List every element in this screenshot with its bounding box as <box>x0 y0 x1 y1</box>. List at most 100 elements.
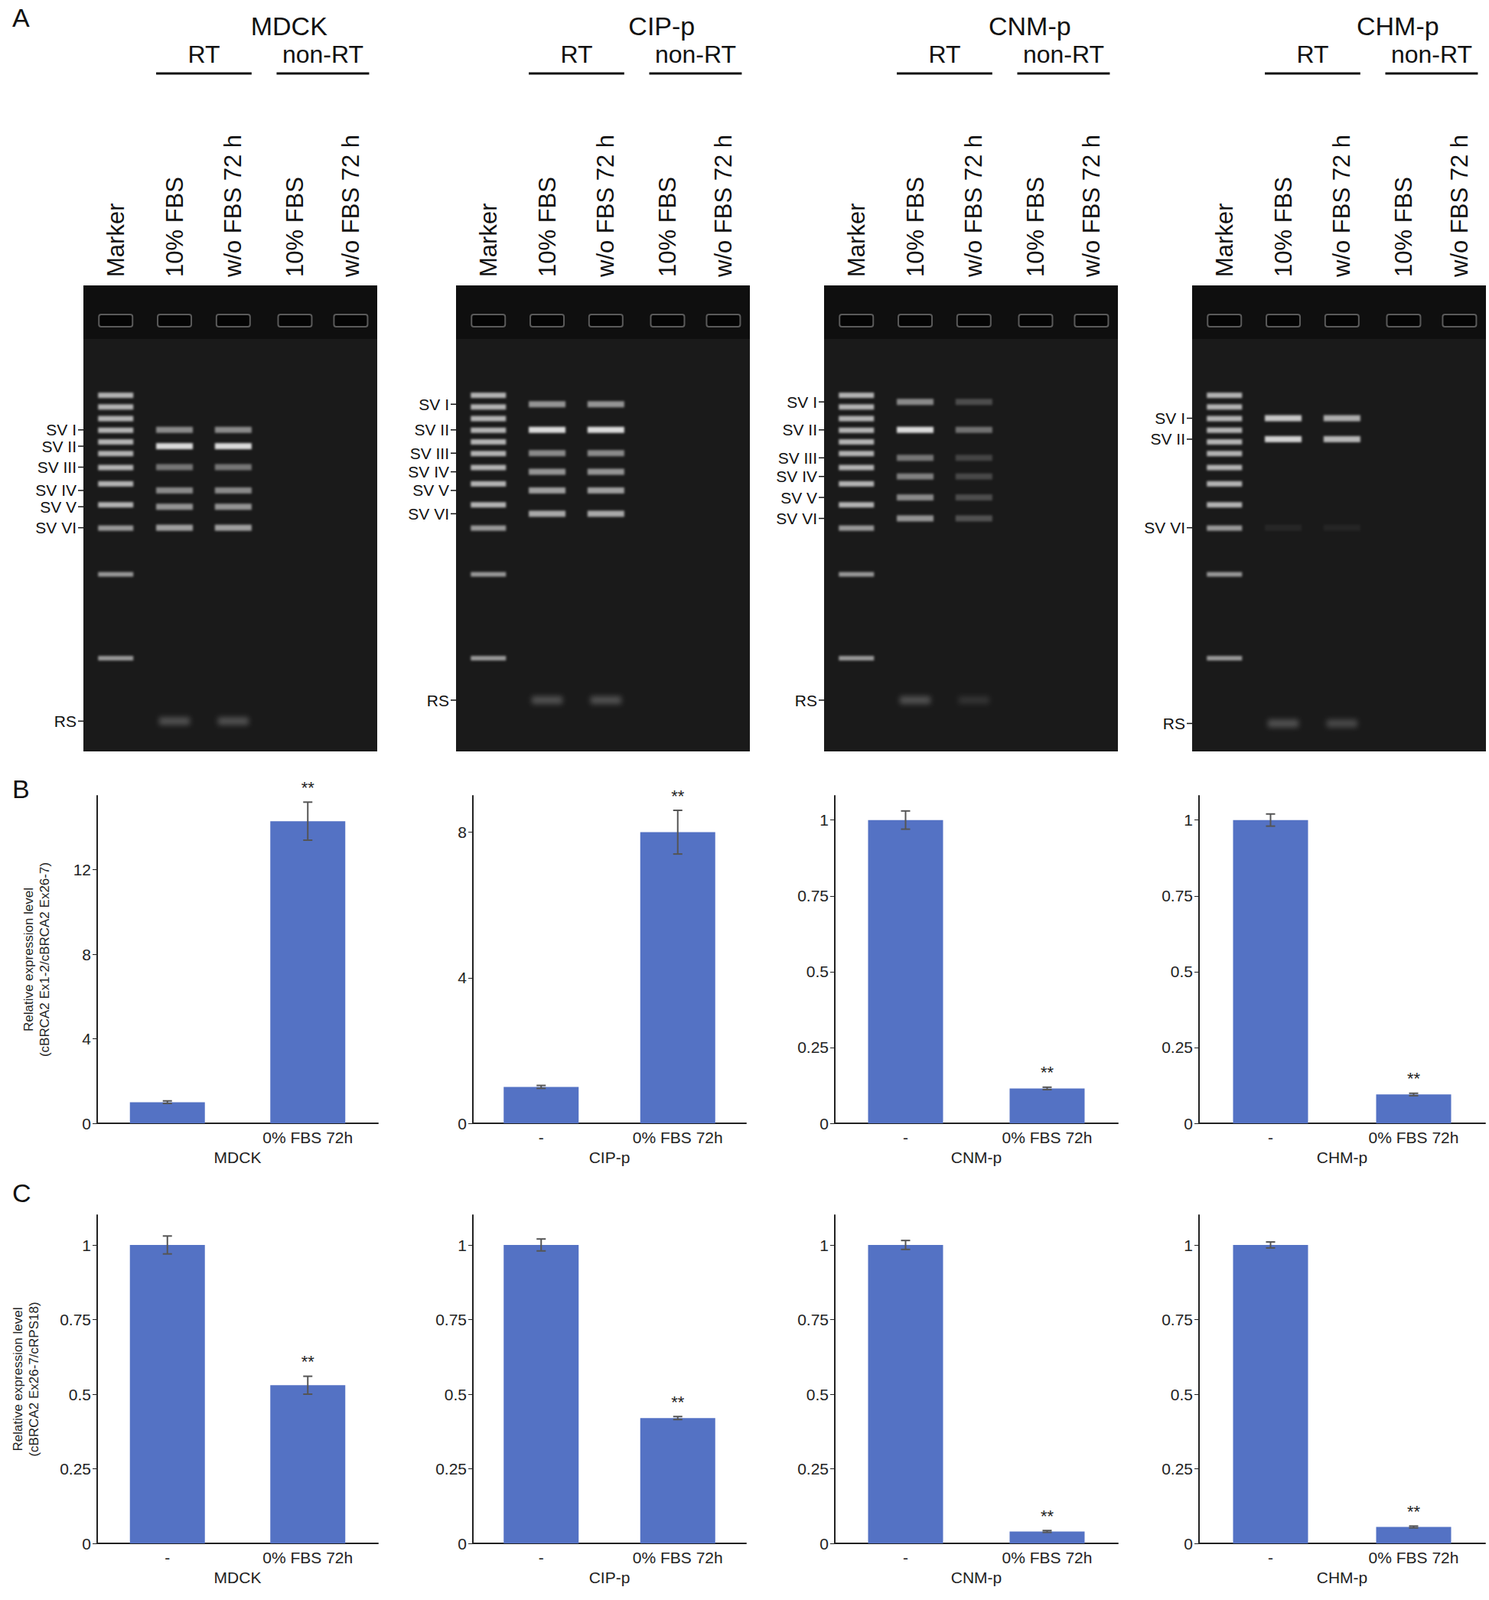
svg-text:0% FBS 72h: 0% FBS 72h <box>632 1548 724 1567</box>
svg-text:0: 0 <box>81 1114 92 1133</box>
svg-text:SV III: SV III <box>410 444 450 463</box>
svg-text:10% FBS: 10% FBS <box>654 176 681 277</box>
svg-text:0.75: 0.75 <box>435 1310 467 1329</box>
svg-text:(cBRCA2 Ex1-2/cBRCA2 Ex26-7): (cBRCA2 Ex1-2/cBRCA2 Ex26-7) <box>37 862 53 1057</box>
svg-text:-: - <box>1267 1128 1274 1147</box>
svg-text:0% FBS 72h: 0% FBS 72h <box>1002 1128 1093 1147</box>
svg-text:-: - <box>164 1548 170 1567</box>
svg-text:SV IV: SV IV <box>35 481 77 499</box>
svg-text:**: ** <box>301 1352 316 1372</box>
svg-text:SV V: SV V <box>412 481 450 499</box>
svg-text:10% FBS: 10% FBS <box>534 176 561 277</box>
svg-text:0.25: 0.25 <box>435 1459 467 1478</box>
svg-text:0: 0 <box>1183 1114 1193 1133</box>
svg-text:**: ** <box>671 786 685 806</box>
svg-text:10% FBS: 10% FBS <box>281 176 309 277</box>
svg-text:SV I: SV I <box>418 395 450 414</box>
svg-text:CHM-p: CHM-p <box>1316 1148 1369 1167</box>
svg-text:0.25: 0.25 <box>797 1459 829 1478</box>
svg-text:0: 0 <box>457 1534 467 1553</box>
svg-text:SV I: SV I <box>786 393 818 411</box>
svg-text:RT: RT <box>1296 40 1329 69</box>
svg-text:0.75: 0.75 <box>1161 886 1193 905</box>
svg-text:SV V: SV V <box>39 498 77 516</box>
svg-text:0.25: 0.25 <box>59 1459 92 1478</box>
svg-text:w/o FBS 72 h: w/o FBS 72 h <box>710 134 737 278</box>
svg-text:Relative expression level: Relative expression level <box>10 1306 26 1451</box>
svg-text:1: 1 <box>819 1236 829 1255</box>
svg-text:0.75: 0.75 <box>797 886 829 905</box>
svg-text:0.5: 0.5 <box>806 1385 829 1404</box>
svg-text:SV IV: SV IV <box>775 467 818 486</box>
svg-text:0.5: 0.5 <box>68 1385 92 1404</box>
svg-text:0.5: 0.5 <box>1170 1385 1193 1404</box>
svg-text:w/o FBS 72 h: w/o FBS 72 h <box>1328 134 1356 278</box>
svg-text:SV VI: SV VI <box>35 518 77 537</box>
svg-text:4: 4 <box>457 968 467 987</box>
svg-text:10% FBS: 10% FBS <box>902 176 929 277</box>
svg-text:-: - <box>902 1548 909 1567</box>
svg-text:SV I: SV I <box>45 420 77 439</box>
svg-text:4: 4 <box>81 1029 92 1048</box>
svg-text:0% FBS 72h: 0% FBS 72h <box>1368 1548 1460 1567</box>
svg-text:**: ** <box>1407 1068 1421 1089</box>
svg-text:1: 1 <box>1183 1236 1193 1255</box>
svg-text:1: 1 <box>457 1236 467 1255</box>
svg-text:10% FBS: 10% FBS <box>1022 176 1050 277</box>
svg-text:SV V: SV V <box>780 488 818 507</box>
svg-text:w/o FBS 72 h: w/o FBS 72 h <box>592 134 620 278</box>
svg-text:non-RT: non-RT <box>1391 40 1473 69</box>
svg-text:0% FBS 72h: 0% FBS 72h <box>1002 1548 1093 1567</box>
svg-text:SV IV: SV IV <box>407 462 450 481</box>
svg-text:0.75: 0.75 <box>1161 1310 1193 1329</box>
svg-text:RS: RS <box>426 691 450 710</box>
svg-text:(cBRCA2 Ex26-7/cRPS18): (cBRCA2 Ex26-7/cRPS18) <box>26 1301 42 1457</box>
svg-text:MDCK: MDCK <box>214 1148 262 1167</box>
svg-text:1: 1 <box>1183 811 1193 829</box>
svg-text:CIP-p: CIP-p <box>589 1568 631 1587</box>
svg-text:0: 0 <box>81 1534 92 1553</box>
svg-text:0.5: 0.5 <box>1170 962 1193 981</box>
svg-text:non-RT: non-RT <box>654 40 737 69</box>
svg-text:0% FBS 72h: 0% FBS 72h <box>262 1548 353 1567</box>
svg-text:1: 1 <box>81 1236 92 1255</box>
svg-text:non-RT: non-RT <box>1023 40 1105 69</box>
svg-text:0: 0 <box>819 1114 829 1133</box>
svg-text:w/o FBS 72 h: w/o FBS 72 h <box>960 134 988 278</box>
svg-text:-: - <box>1267 1548 1274 1567</box>
svg-text:SV II: SV II <box>1150 430 1186 448</box>
svg-text:SV II: SV II <box>781 420 818 439</box>
svg-text:-: - <box>538 1548 545 1567</box>
svg-text:**: ** <box>1040 1062 1055 1082</box>
svg-text:0: 0 <box>457 1114 467 1133</box>
svg-text:Marker: Marker <box>843 203 870 277</box>
svg-text:Relative expression level: Relative expression level <box>21 887 36 1032</box>
svg-text:1: 1 <box>819 811 829 829</box>
svg-text:RS: RS <box>795 691 818 710</box>
svg-text:0.75: 0.75 <box>59 1310 92 1329</box>
svg-text:0.5: 0.5 <box>444 1385 467 1404</box>
svg-text:CHM-p: CHM-p <box>1356 11 1440 41</box>
svg-text:RT: RT <box>187 40 220 69</box>
svg-text:0: 0 <box>819 1534 829 1553</box>
svg-text:CHM-p: CHM-p <box>1316 1568 1369 1587</box>
svg-text:0% FBS 72h: 0% FBS 72h <box>632 1128 724 1147</box>
svg-text:0% FBS 72h: 0% FBS 72h <box>262 1128 353 1147</box>
svg-text:8: 8 <box>457 823 467 841</box>
svg-text:w/o FBS 72 h: w/o FBS 72 h <box>1078 134 1105 278</box>
svg-text:RT: RT <box>560 40 593 69</box>
svg-text:0.25: 0.25 <box>1161 1459 1193 1478</box>
svg-text:10% FBS: 10% FBS <box>1390 176 1418 277</box>
svg-text:0: 0 <box>1183 1534 1193 1553</box>
svg-text:SV III: SV III <box>778 449 818 467</box>
svg-text:RS: RS <box>1163 714 1186 733</box>
svg-text:MDCK: MDCK <box>214 1568 262 1587</box>
svg-text:Marker: Marker <box>102 203 130 277</box>
svg-text:non-RT: non-RT <box>282 40 364 69</box>
svg-text:MDCK: MDCK <box>250 11 328 41</box>
svg-text:0.25: 0.25 <box>1161 1038 1193 1056</box>
svg-text:12: 12 <box>73 860 92 879</box>
svg-text:0.25: 0.25 <box>797 1038 829 1056</box>
svg-text:CNM-p: CNM-p <box>951 1148 1003 1167</box>
svg-text:**: ** <box>301 778 316 798</box>
